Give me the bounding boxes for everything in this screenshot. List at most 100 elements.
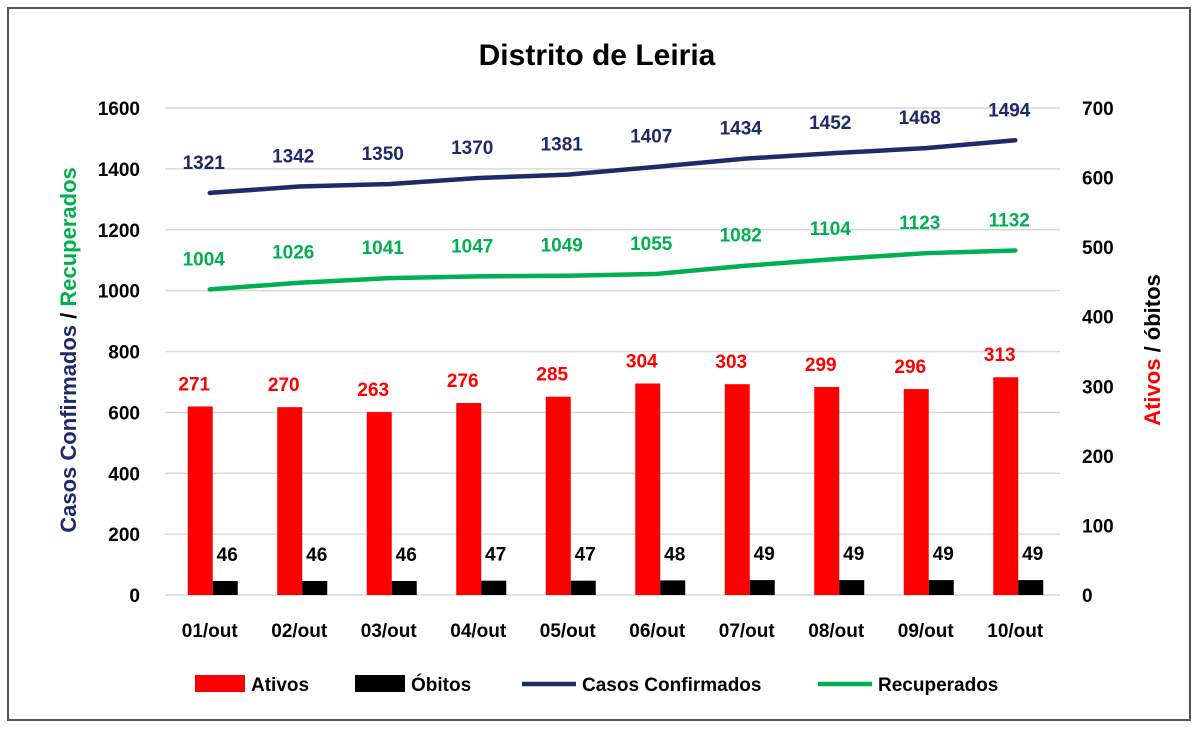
data-label: 296	[894, 357, 926, 378]
left-tick-label: 400	[108, 464, 140, 485]
left-axis-title: Casos Confirmados / Recuperados	[56, 167, 81, 533]
data-label: 263	[357, 380, 389, 401]
data-label: 47	[485, 545, 506, 566]
bar-ativos	[545, 396, 571, 595]
data-label: 1026	[272, 243, 314, 264]
left-axis-ticks: 0 200 400 600 800 1000 1200 1400 1600	[98, 99, 140, 607]
data-label: 49	[933, 544, 954, 565]
data-label: 1370	[451, 138, 493, 159]
data-label: 1407	[630, 127, 672, 148]
line-casos-confirmados	[207, 138, 1018, 196]
data-label: 271	[178, 374, 210, 395]
legend-label: Ativos	[251, 675, 309, 696]
left-tick-label: 1600	[98, 99, 140, 120]
legend-label: Recuperados	[878, 675, 998, 696]
data-labels: 271 270 263 276 285 304 303 299 296 313 46 46 46 47 47…	[178, 100, 1043, 566]
data-label: 1041	[362, 238, 405, 259]
bar-bitos	[212, 580, 238, 595]
bar-bitos	[839, 580, 865, 595]
left-tick-label: 200	[108, 525, 140, 546]
x-tick-label: 08/out	[808, 621, 865, 642]
right-tick-label: 300	[1082, 377, 1114, 398]
data-label: 1342	[272, 147, 314, 168]
data-label: 1123	[899, 213, 940, 234]
x-tick-label: 06/out	[629, 621, 686, 642]
line-recuperados	[207, 248, 1018, 292]
right-tick-label: 600	[1082, 169, 1114, 190]
bar-ativos	[366, 412, 392, 595]
data-label: 270	[268, 375, 300, 396]
right-tick-label: 200	[1082, 447, 1114, 468]
chart-frame	[7, 7, 1191, 721]
legend-label: Óbitos	[411, 674, 471, 696]
bar-ativos	[277, 407, 303, 595]
bar-bitos	[749, 580, 775, 595]
right-tick-label: 400	[1082, 308, 1114, 329]
bar-bitos	[570, 580, 596, 595]
bar-bitos	[928, 580, 954, 595]
data-label: 1434	[720, 119, 763, 140]
left-axis-title-part: Recuperados	[56, 167, 81, 306]
right-axis-title: Ativos / óbitos	[1140, 274, 1165, 426]
left-axis-title-part: Casos Confirmados	[56, 325, 81, 533]
bar-ativos	[903, 389, 929, 595]
bar-bitos	[1018, 580, 1044, 595]
legend-label: Casos Confirmados	[582, 675, 761, 696]
bar-ativos	[635, 383, 661, 595]
legend: Ativos Óbitos Casos Confirmados Recuperados	[195, 674, 998, 696]
right-tick-label: 100	[1082, 516, 1114, 537]
right-tick-label: 500	[1082, 238, 1114, 259]
right-tick-label: 0	[1082, 586, 1093, 607]
left-tick-label: 600	[108, 403, 140, 424]
x-tick-label: 05/out	[540, 621, 597, 642]
bar-ativos	[724, 384, 750, 595]
legend-swatch	[195, 675, 245, 692]
data-label: 1494	[988, 100, 1031, 121]
bar-ativos	[814, 386, 840, 595]
data-label: 48	[664, 544, 685, 565]
chart-title: Distrito de Leiria	[479, 39, 716, 72]
data-label: 1082	[720, 226, 762, 247]
lines	[207, 138, 1018, 292]
right-axis-ticks: 0 100 200 300 400 500 600 700	[1082, 99, 1114, 607]
data-label: 1047	[451, 236, 493, 257]
data-label: 1055	[630, 234, 673, 255]
bar-ativos	[993, 377, 1019, 595]
bar-ativos	[456, 402, 482, 595]
data-label: 46	[306, 545, 327, 566]
x-tick-label: 10/out	[987, 621, 1044, 642]
x-tick-label: 01/out	[182, 621, 239, 642]
left-axis-title-part: /	[56, 307, 81, 325]
data-label: 1452	[809, 113, 851, 134]
bar-bitos	[660, 580, 686, 595]
left-tick-label: 800	[108, 343, 140, 364]
data-label: 46	[217, 545, 238, 566]
x-tick-label: 07/out	[719, 621, 776, 642]
bars	[187, 377, 1044, 595]
data-label: 1321	[183, 153, 226, 174]
x-axis-ticks: 01/out 02/out 03/out 04/out 05/out 06/out 07/o…	[182, 621, 1044, 642]
data-label: 1104	[810, 219, 852, 240]
bar-bitos	[302, 580, 328, 595]
bar-ativos	[187, 406, 213, 595]
right-axis-title-part: /	[1140, 340, 1165, 358]
left-tick-label: 1400	[98, 160, 140, 181]
bar-bitos	[391, 580, 417, 595]
data-label: 1049	[541, 236, 583, 257]
left-tick-label: 0	[129, 586, 140, 607]
left-tick-label: 1000	[98, 282, 140, 303]
left-tick-label: 1200	[98, 221, 140, 242]
legend-swatch	[355, 675, 405, 692]
right-axis-title-part: Ativos	[1140, 359, 1165, 426]
data-label: 49	[754, 544, 775, 565]
bar-bitos	[481, 580, 507, 595]
data-label: 1132	[989, 210, 1030, 231]
data-label: 276	[447, 371, 479, 392]
x-tick-label: 03/out	[361, 621, 418, 642]
data-label: 1350	[362, 144, 404, 165]
data-label: 1468	[899, 108, 941, 129]
data-label: 299	[805, 355, 837, 376]
data-label: 313	[984, 345, 1016, 366]
x-tick-label: 04/out	[450, 621, 507, 642]
data-label: 303	[715, 352, 747, 373]
